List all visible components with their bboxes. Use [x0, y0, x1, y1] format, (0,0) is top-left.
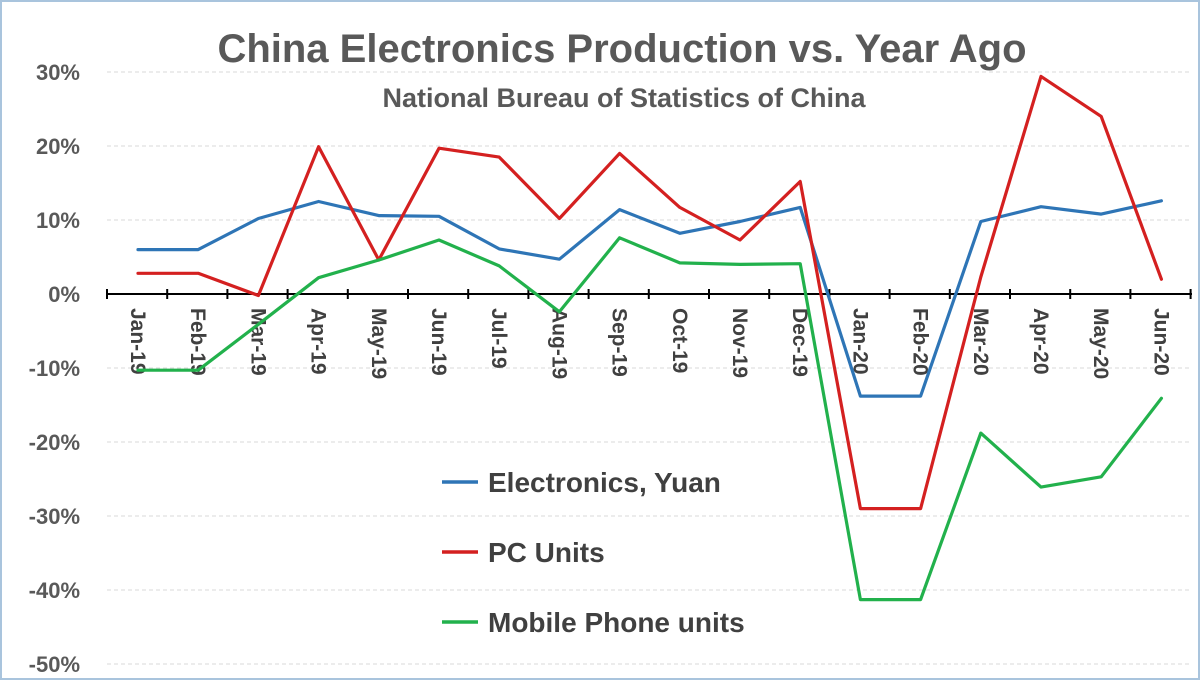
x-tick-label: Apr-19 — [307, 308, 330, 375]
gridlines — [107, 71, 1192, 665]
series-line-electronics-yuan — [136, 199, 1164, 398]
y-tick-label: 10% — [36, 208, 80, 233]
legend-label-electronics-yuan: Electronics, Yuan — [488, 467, 721, 498]
legend-label-pc-units: PC Units — [488, 537, 605, 568]
x-tick-label: Jun-19 — [427, 308, 450, 376]
x-tick-label: Feb-20 — [909, 308, 932, 376]
y-tick-label: -30% — [29, 504, 80, 529]
chart-subtitle: National Bureau of Statistics of China — [382, 83, 866, 113]
x-tick-label: Jul-19 — [487, 308, 510, 369]
x-tick-label: Mar-19 — [246, 308, 269, 376]
y-tick-label: 30% — [36, 60, 80, 85]
x-axis — [106, 289, 1192, 299]
series-line-mobile-phone-units — [136, 236, 1164, 602]
y-tick-label: -10% — [29, 356, 80, 381]
x-tick-label: Jun-20 — [1149, 308, 1172, 376]
legend: Electronics, Yuan PC Units Mobile Phone un… — [442, 467, 745, 638]
series-lines — [136, 74, 1164, 602]
x-tick-label: May-20 — [1089, 308, 1112, 379]
x-tick-label: Aug-19 — [547, 308, 570, 379]
y-tick-label: -50% — [29, 652, 80, 677]
x-tick-label: Sep-19 — [608, 308, 631, 377]
y-axis-ticks: -50% -40% -30% -20% -10% 0% 10% 20% 30% — [29, 60, 80, 677]
x-tick-label: Dec-19 — [788, 308, 811, 377]
x-tick-label: Nov-19 — [728, 308, 751, 378]
x-tick-label: Jan-20 — [848, 308, 871, 375]
y-tick-label: -20% — [29, 430, 80, 455]
chart-title: China Electronics Production vs. Year Ag… — [217, 27, 1026, 71]
x-tick-label: Oct-19 — [668, 308, 691, 373]
y-tick-label: 0% — [48, 282, 80, 307]
y-tick-label: 20% — [36, 134, 80, 159]
x-tick-label: Apr-20 — [1029, 308, 1052, 375]
y-tick-label: -40% — [29, 578, 80, 603]
x-tick-label: Jan-19 — [126, 308, 149, 375]
x-tick-label: Mar-20 — [969, 308, 992, 376]
x-tick-label: Feb-19 — [186, 308, 209, 376]
x-axis-ticks: Jan-19 Feb-19 Mar-19 Apr-19 May-19 Jun-19 Jul-… — [126, 308, 1172, 379]
series-line-pc-units — [136, 74, 1164, 511]
x-tick-label: May-19 — [367, 308, 390, 379]
legend-label-mobile-phone-units: Mobile Phone units — [488, 607, 745, 638]
